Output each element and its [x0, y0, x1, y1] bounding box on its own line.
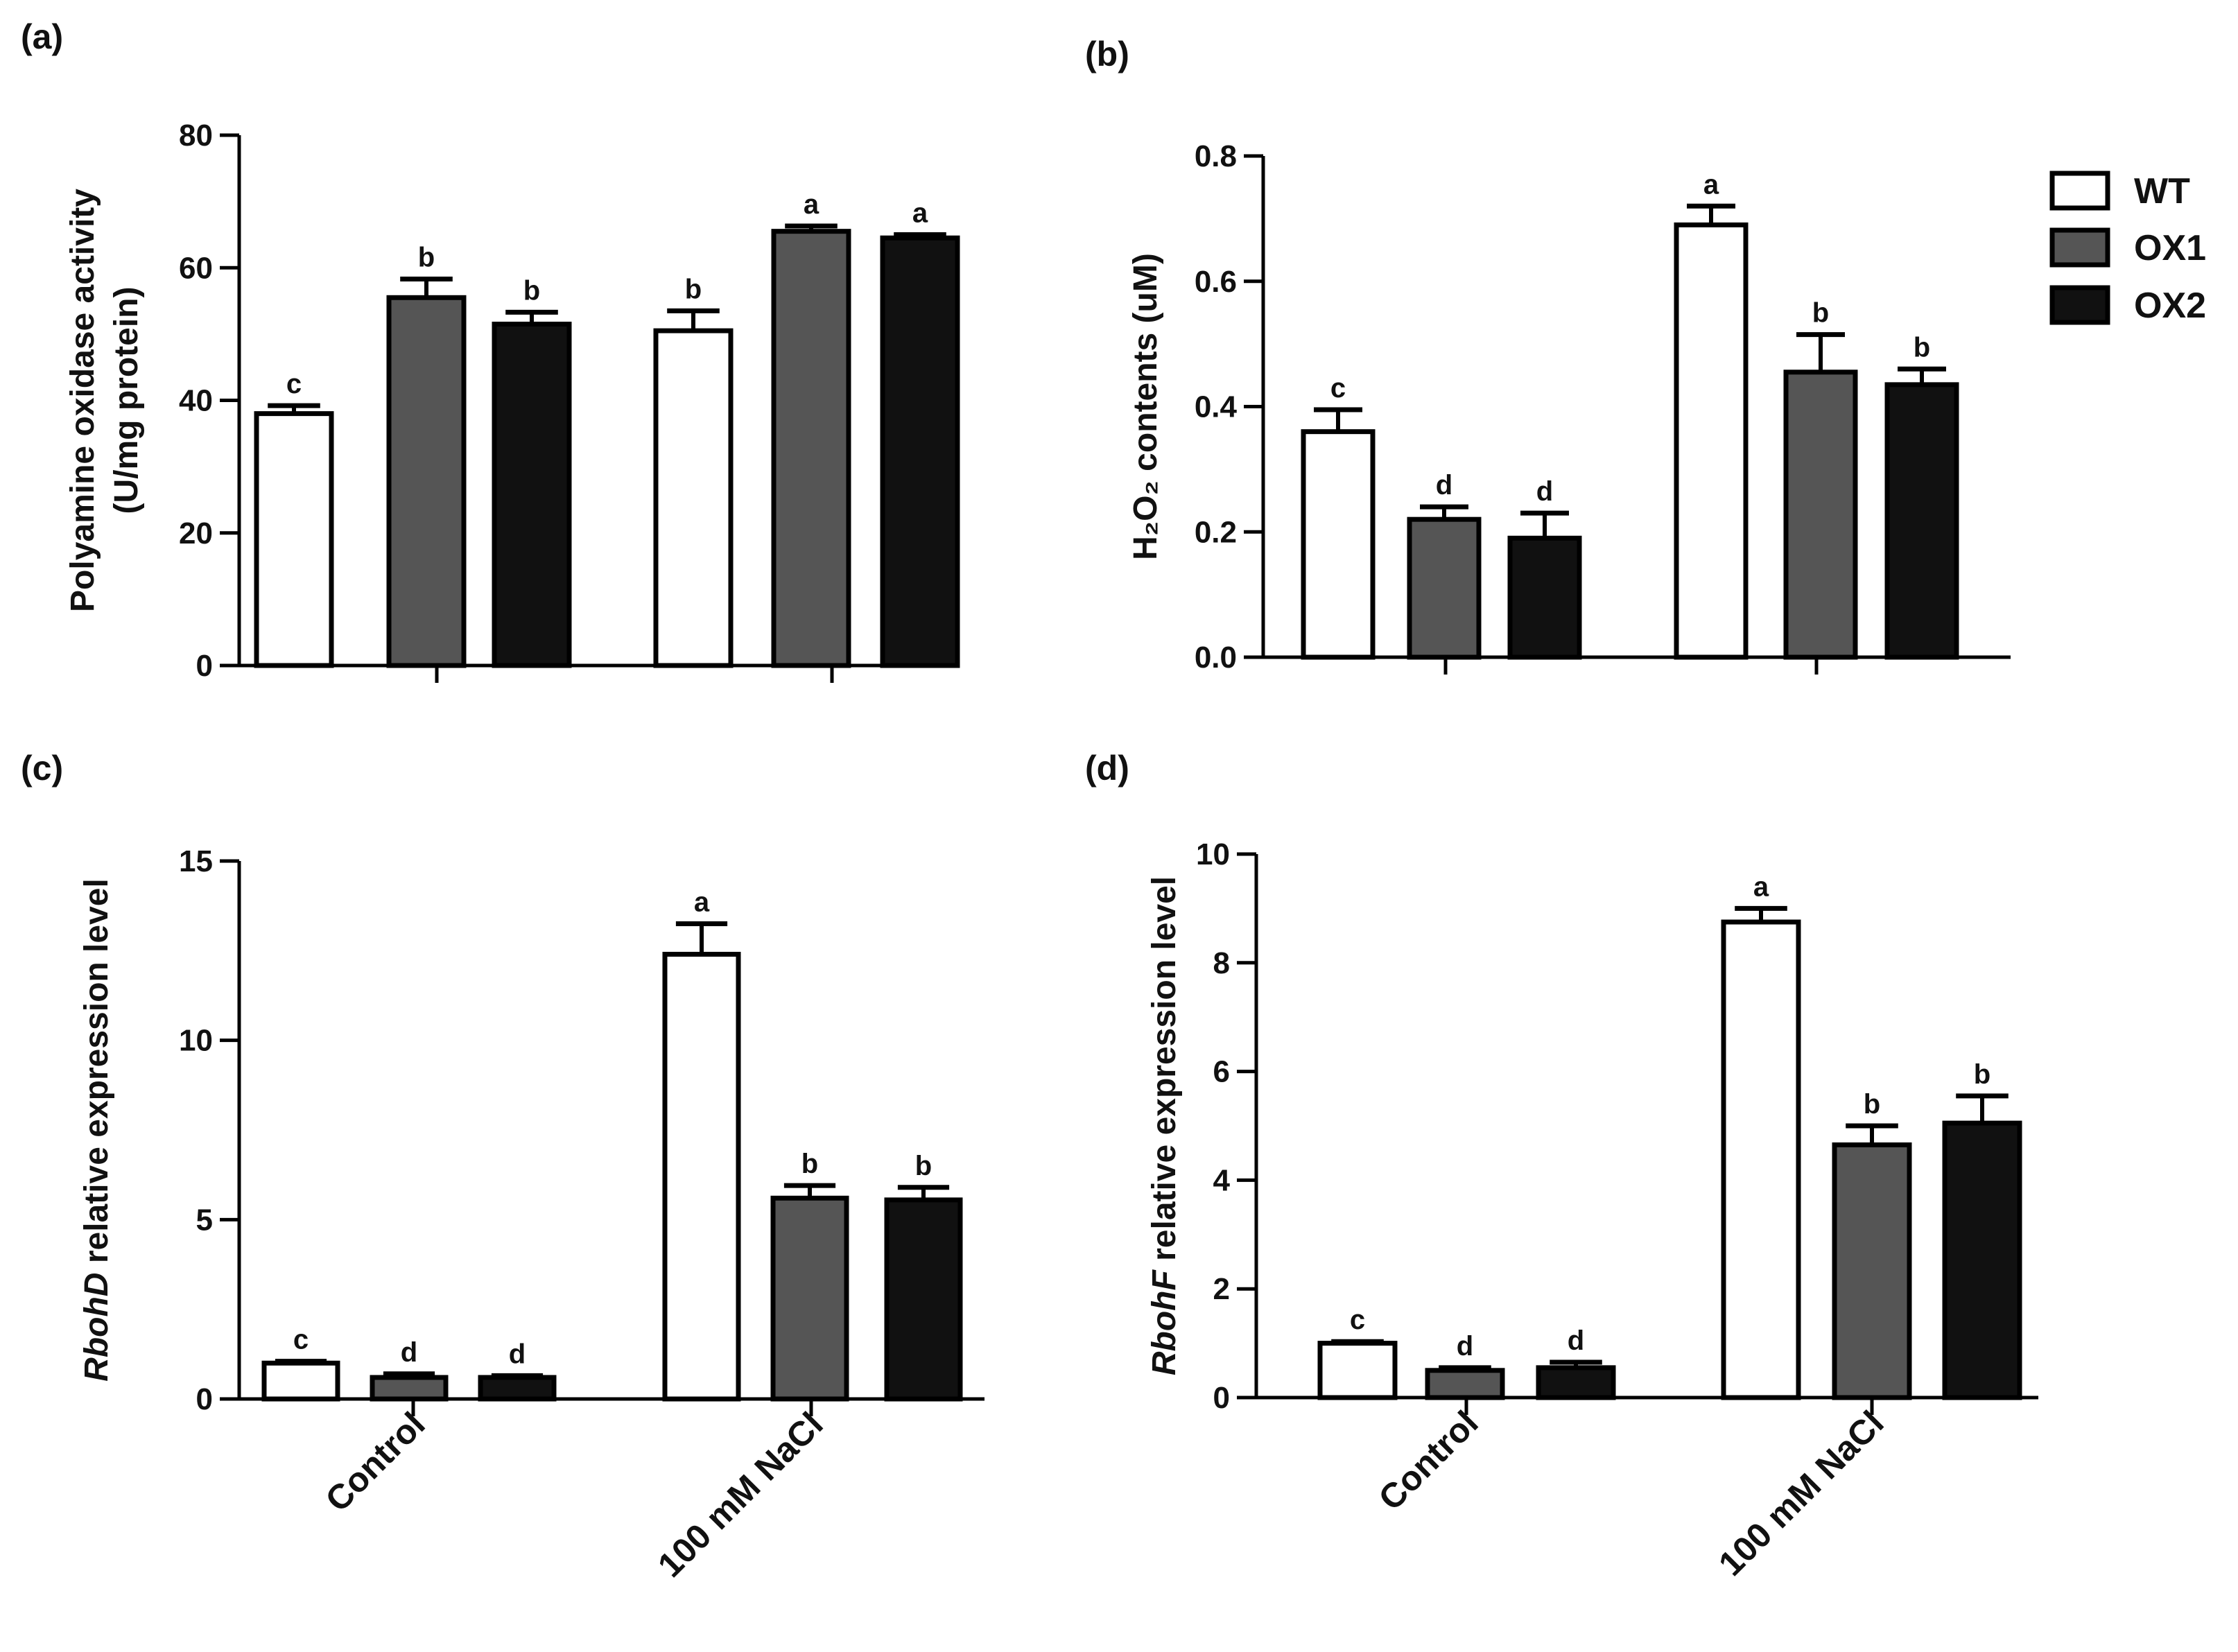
significance-letter: b [1812, 298, 1829, 329]
significance-letter: a [1753, 871, 1769, 902]
y-axis-title: (U/mg protein) [108, 287, 145, 514]
y-tick-label: 10 [179, 1024, 213, 1058]
x-category-label: 100 mM NaCl [1711, 1403, 1891, 1583]
bar-ox1 [1783, 369, 1858, 660]
significance-letter: b [915, 1151, 932, 1181]
chart-panel-2: (b) 0.0 0.2 0.4 0.6 0.8 c a d b d b H₂O₂ contents (u… [1085, 35, 2011, 675]
bar-wt [1317, 1341, 1398, 1400]
bar-wt [1674, 222, 1749, 660]
y-tick-label: 0 [196, 1382, 213, 1416]
significance-letter: d [1457, 1331, 1473, 1362]
significance-letter: c [293, 1325, 309, 1355]
x-category-label: Control [1371, 1403, 1486, 1518]
y-axis-title-gene: RbohD [78, 1273, 115, 1382]
y-tick-label: 20 [179, 516, 213, 550]
significance-letter: b [801, 1149, 818, 1179]
y-axis-title-rest: relative expression level [78, 878, 115, 1272]
y-tick-label: 5 [196, 1203, 213, 1237]
y-axis-title-rest: relative expression level [1146, 876, 1183, 1270]
y-tick-label: 4 [1213, 1163, 1231, 1197]
significance-letter: c [286, 369, 302, 399]
bar-ox1 [1832, 1142, 1912, 1400]
bar-wt [1721, 919, 1801, 1400]
significance-letter: d [1568, 1325, 1584, 1356]
legend: WT OX1 OX2 [2049, 171, 2206, 326]
y-tick-label: 0 [1213, 1381, 1230, 1415]
bar-ox2 [884, 1197, 963, 1402]
bar-ox2 [1884, 382, 1959, 660]
y-tick-label: 0.4 [1195, 390, 1238, 424]
y-tick-label: 15 [179, 844, 213, 878]
significance-letter: b [1974, 1059, 1990, 1090]
bar-wt [662, 952, 741, 1402]
bar-ox1 [770, 1195, 849, 1402]
x-category-label: 100 mM NaCl [650, 1405, 831, 1585]
panel-label: (b) [1085, 35, 1129, 73]
y-tick-label: 0.6 [1195, 265, 1237, 299]
y-tick-label: 0.2 [1195, 515, 1237, 549]
bar-ox1 [1407, 516, 1482, 660]
y-tick-label: 10 [1196, 837, 1230, 871]
bar-ox1 [1425, 1368, 1505, 1400]
y-tick-label: 0.8 [1195, 139, 1237, 173]
significance-letter: a [1703, 169, 1719, 200]
bar-ox2 [1536, 1365, 1616, 1400]
panel-label: (c) [21, 749, 63, 788]
significance-letter: c [1350, 1305, 1365, 1335]
significance-letter: b [685, 274, 702, 304]
significance-letter: b [418, 243, 435, 273]
y-tick-label: 8 [1213, 946, 1230, 980]
significance-letter: c [1330, 373, 1346, 403]
legend-label-wt: WT [2134, 171, 2190, 211]
significance-letter: b [523, 275, 540, 306]
significance-letter: d [401, 1337, 417, 1368]
bar-ox1 [370, 1375, 449, 1402]
significance-letter: b [1864, 1089, 1880, 1120]
significance-letter: a [804, 189, 819, 220]
bar-ox2 [880, 235, 960, 668]
y-tick-label: 80 [179, 119, 213, 153]
y-tick-label: 60 [179, 251, 213, 285]
chart-panel-4: (d) 0 2 4 6 8 10 Control 100 mM NaCl c a d b d b RbohF … [1085, 749, 2038, 1583]
bar-ox1 [386, 295, 467, 668]
bar-wt [254, 411, 334, 668]
y-tick-label: 0 [196, 649, 213, 683]
significance-letter: b [1914, 332, 1930, 363]
bar-wt [653, 328, 734, 668]
bar-ox2 [478, 1375, 557, 1402]
legend-swatch-ox2 [2049, 285, 2110, 325]
y-tick-label: 0.0 [1195, 641, 1237, 675]
y-tick-label: 6 [1213, 1055, 1230, 1089]
bar-ox2 [1507, 535, 1582, 660]
bar-wt [1301, 429, 1376, 660]
significance-letter: d [1536, 476, 1553, 507]
y-tick-label: 40 [179, 384, 213, 418]
significance-letter: d [1436, 470, 1452, 501]
y-axis-title: H₂O₂ contents (uM) [1127, 253, 1164, 560]
significance-letter: a [694, 887, 710, 918]
legend-label-ox1: OX1 [2134, 228, 2206, 268]
bar-ox2 [1942, 1120, 2022, 1400]
bar-wt [261, 1360, 340, 1402]
panel-label: (d) [1085, 749, 1129, 788]
bar-ox2 [492, 322, 572, 668]
x-category-label: Control [318, 1405, 433, 1519]
legend-swatch-ox1 [2049, 227, 2110, 268]
significance-letter: a [912, 198, 928, 228]
significance-letter: d [509, 1339, 526, 1369]
panel-label: (a) [21, 17, 63, 56]
legend-label-ox2: OX2 [2134, 286, 2206, 326]
legend-swatch-wt [2049, 171, 2110, 211]
bar-ox1 [771, 229, 851, 668]
y-axis-title: Polyamine oxidase activity [64, 189, 101, 612]
y-axis-title: RbohF relative expression level [1146, 876, 1183, 1375]
y-axis-title-gene: RbohF [1146, 1269, 1183, 1376]
chart-panel-3: (c) 0 5 10 15 Control 100 mM NaCl c a d b d b RbohD r… [21, 749, 984, 1585]
y-axis-title: RbohD relative expression level [78, 878, 115, 1382]
y-tick-label: 2 [1213, 1272, 1230, 1306]
chart-panel-1: (a) 0 20 40 60 80 c b b a b a Polyamine oxidase acti… [21, 17, 960, 683]
